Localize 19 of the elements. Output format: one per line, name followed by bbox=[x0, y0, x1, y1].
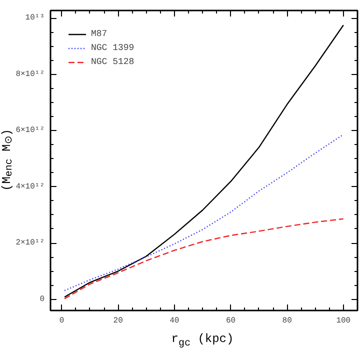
x-tick-label: 100 bbox=[336, 316, 351, 326]
y-tick-label: 6×10¹² bbox=[16, 126, 45, 136]
line-series bbox=[64, 134, 344, 292]
x-tick-label: 0 bbox=[59, 316, 64, 326]
y-tick-label: 0 bbox=[40, 294, 45, 304]
y-tick-label: 8×10¹² bbox=[16, 70, 45, 79]
legend-label: NGC 5128 bbox=[91, 56, 134, 68]
x-tick-label: 60 bbox=[226, 316, 236, 326]
y-tick-label: 2×10¹² bbox=[16, 238, 45, 248]
line-series bbox=[64, 24, 344, 298]
y-tick-label: 4×10¹² bbox=[16, 182, 45, 192]
legend-label: NGC 1399 bbox=[91, 42, 134, 54]
x-tick-label: 40 bbox=[170, 316, 180, 326]
y-tick-label: 10¹³ bbox=[25, 14, 44, 23]
x-tick-label: 20 bbox=[113, 316, 124, 326]
legend-label: M87 bbox=[91, 28, 108, 40]
line-series bbox=[64, 218, 344, 300]
x-axis-title: r$_{gc}$ (kpc) bbox=[170, 332, 235, 350]
x-tick-label: 80 bbox=[282, 316, 292, 326]
